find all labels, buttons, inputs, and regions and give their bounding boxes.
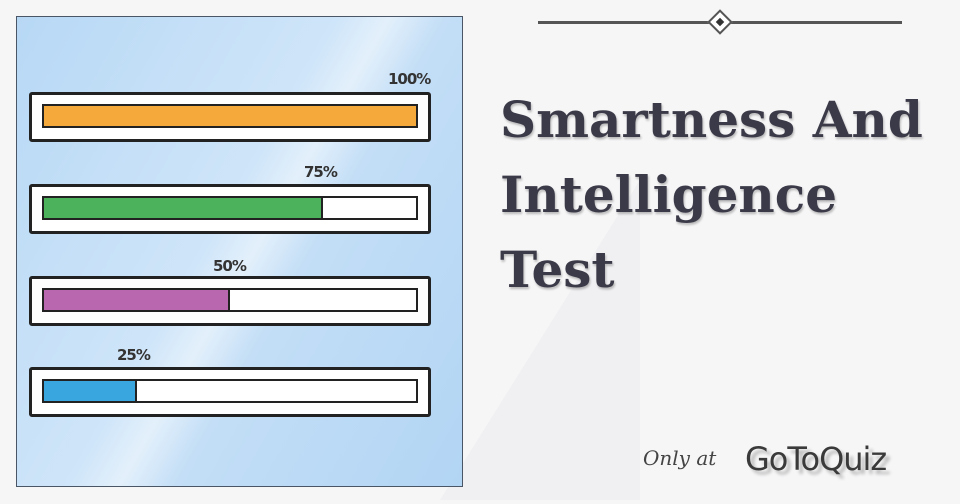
progress-fill [44, 198, 323, 218]
progress-label-25: 25% [117, 346, 151, 364]
decorative-rule-right [729, 21, 902, 24]
progress-bar-25 [29, 367, 431, 417]
progress-fill [44, 290, 230, 310]
page-title: Smartness And Intelligence Test [500, 82, 940, 307]
progress-label-100: 100% [388, 70, 431, 88]
progress-bar-75 [29, 184, 431, 234]
progress-label-75: 75% [304, 163, 338, 181]
progress-fill [44, 381, 137, 401]
branding-prefix: Only at [643, 446, 717, 470]
background-shard [440, 180, 640, 500]
decorative-rule-left [538, 21, 710, 24]
progress-fill [44, 106, 416, 126]
illustration-panel: 100% 75% 50% 25% [16, 16, 463, 487]
progress-bar-100 [29, 92, 431, 142]
gotoquiz-logo: GoToQuiz [745, 440, 887, 478]
diamond-ornament-icon [707, 9, 733, 35]
progress-bar-50 [29, 276, 431, 326]
title-line: Test [500, 240, 615, 299]
progress-label-50: 50% [213, 257, 247, 275]
title-line: Intelligence [500, 165, 838, 224]
title-line: Smartness And [500, 90, 923, 149]
